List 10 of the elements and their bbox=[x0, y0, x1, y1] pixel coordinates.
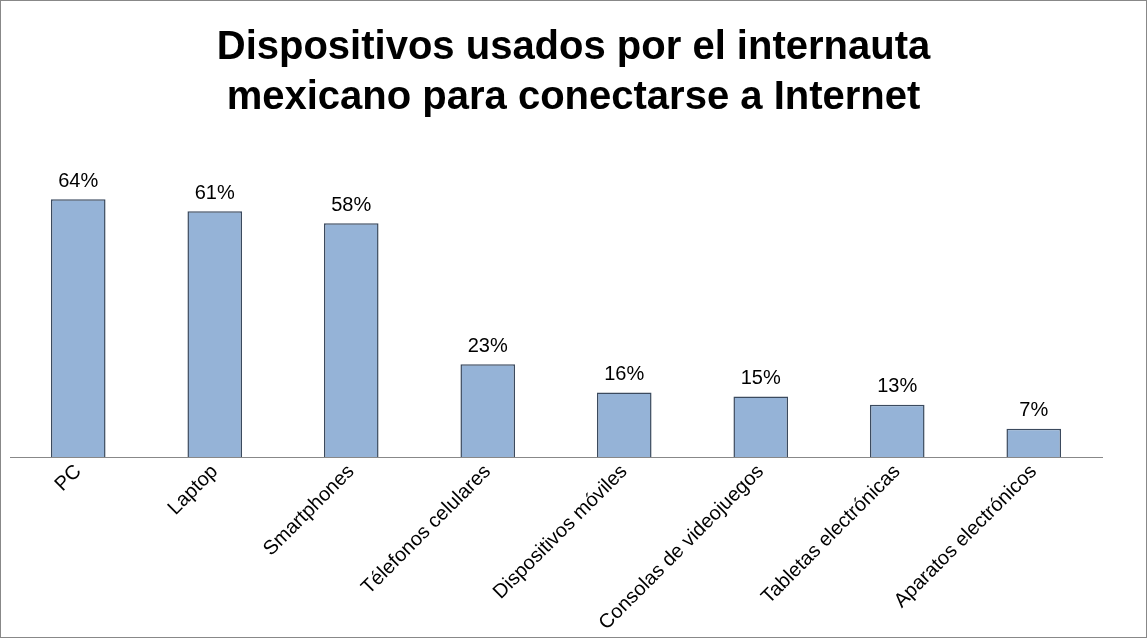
data-label: 13% bbox=[877, 374, 918, 397]
chart-title: Dispositivos usados por el internauta mexicano para conectarse a Internet bbox=[215, 22, 932, 119]
x-tick-label: PC bbox=[49, 459, 85, 495]
data-label: 58% bbox=[331, 192, 372, 215]
data-label: 64% bbox=[58, 168, 99, 191]
data-label: 61% bbox=[194, 180, 235, 203]
data-label: 16% bbox=[604, 362, 645, 385]
data-label: 7% bbox=[1019, 398, 1049, 421]
data-label: 23% bbox=[467, 333, 508, 356]
data-label: 15% bbox=[740, 366, 781, 389]
